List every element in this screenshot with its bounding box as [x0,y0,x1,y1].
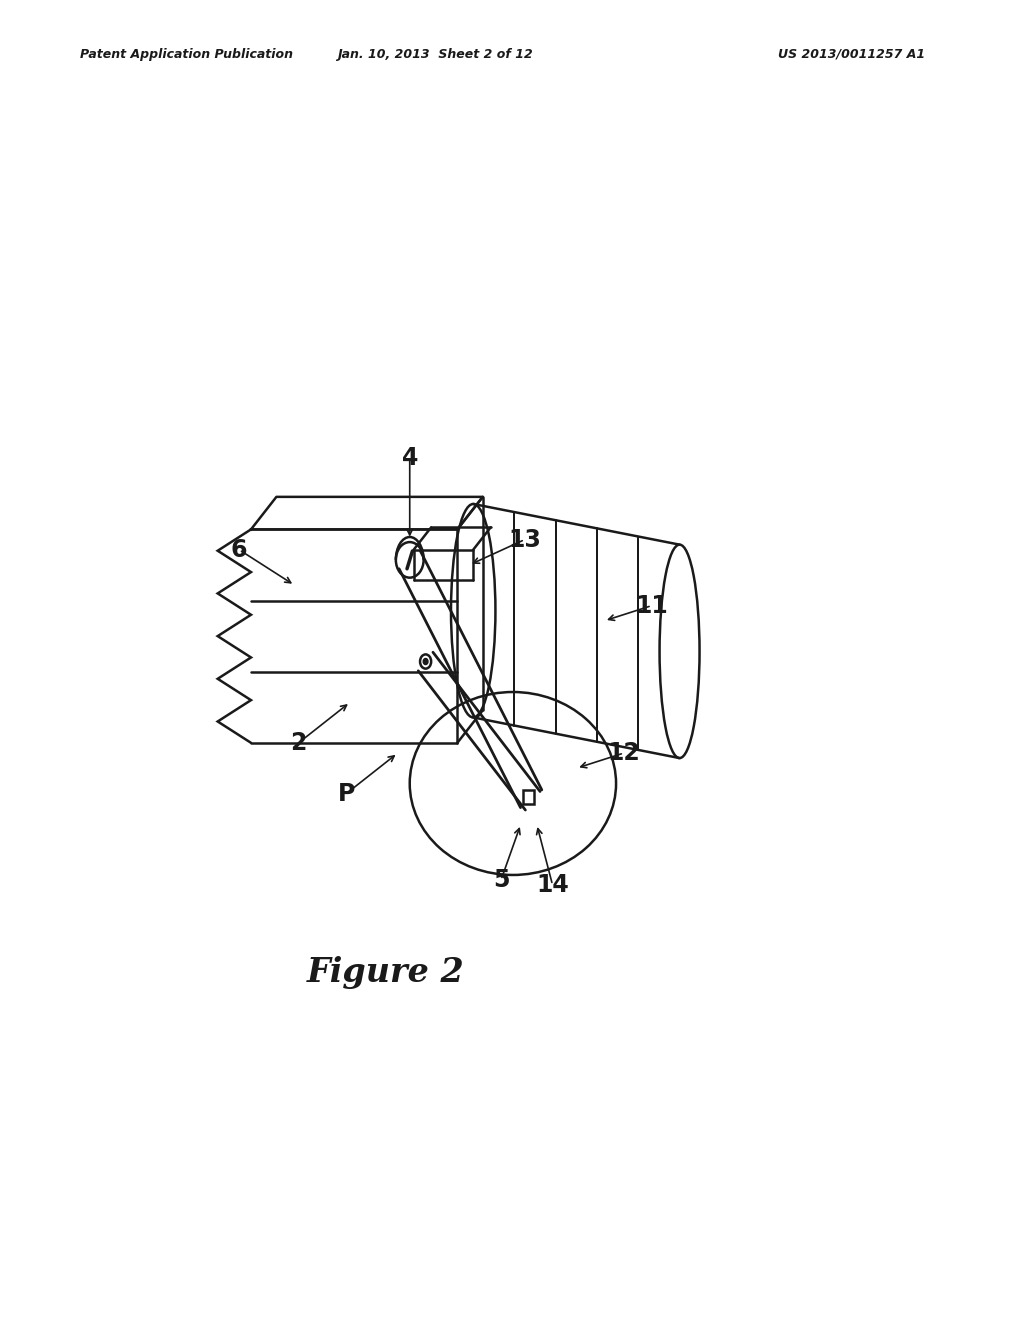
Text: 14: 14 [537,873,569,898]
Text: 2: 2 [291,731,307,755]
Text: Figure 2: Figure 2 [306,956,464,989]
Text: Jan. 10, 2013  Sheet 2 of 12: Jan. 10, 2013 Sheet 2 of 12 [337,48,534,61]
Text: P: P [338,781,355,805]
Text: 11: 11 [636,594,668,618]
Text: 12: 12 [607,741,640,766]
Text: US 2013/0011257 A1: US 2013/0011257 A1 [778,48,926,61]
Text: 13: 13 [508,528,542,552]
Text: Patent Application Publication: Patent Application Publication [80,48,293,61]
Circle shape [423,659,428,664]
Text: 6: 6 [230,537,248,562]
Text: 4: 4 [401,446,418,470]
Bar [523,789,535,804]
Text: 5: 5 [493,869,509,892]
